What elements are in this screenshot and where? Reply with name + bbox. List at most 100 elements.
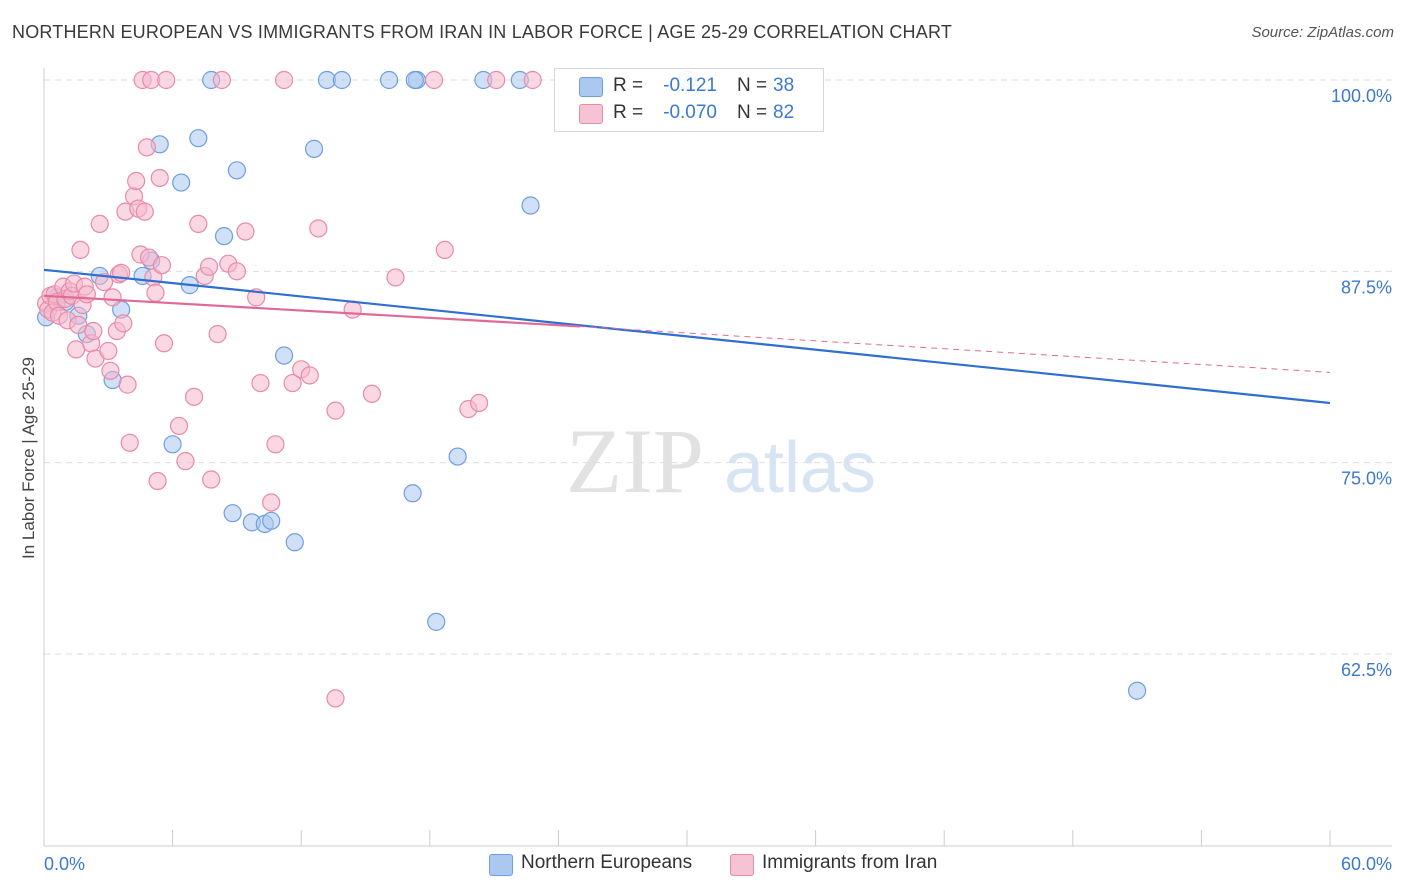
y-tick-label: 100.0% [1331,86,1392,106]
point-iran [283,373,302,393]
point-iran [150,168,169,188]
stats-r-label: R = [613,75,644,96]
label-layer: 62.5% 75.0% 87.5% 100.0% 0.0% 60.0% In Labor F… [19,86,1392,874]
point-iran [435,240,454,260]
point-northern-european [227,161,246,180]
point-iran [300,366,319,385]
x-tick-label: 60.0% [1341,854,1392,874]
point-iran [77,285,96,304]
point-iran [148,471,167,491]
point-iran [103,288,122,307]
stats-row-iran: R = -0.070 N = 82 [555,100,823,128]
point-northern-european [448,447,467,466]
point-iran [469,393,489,413]
point-iran [262,493,281,512]
blue-swatch [579,77,603,97]
legend-label: Northern Europeans [521,852,693,873]
stats-r-label: R = [613,102,644,123]
stats-n-label: N = [737,102,768,123]
axis-layer [43,68,1392,847]
point-iran [84,321,103,341]
chart-title: NORTHERN EUROPEAN VS IMMIGRANTS FROM IRA… [12,22,953,42]
stats-n-label: N = [737,75,768,96]
stats-r-value: -0.070 [663,102,717,123]
point-iran [236,222,255,241]
point-iran [251,373,270,393]
point-iran [127,171,146,191]
point-northern-european [285,533,304,552]
point-northern-european [172,173,191,192]
point-iran [309,219,328,238]
source-credit: Source: ZipAtlas.com [1251,24,1394,41]
points-layer [37,70,1147,708]
stats-row-northern-europeans: R = -0.121 N = 38 [555,73,823,101]
point-northern-european [427,612,446,631]
point-iran [118,375,137,394]
point-northern-european [521,196,540,215]
point-iran [154,334,174,353]
stats-n-value: 82 [773,102,795,123]
point-iran [169,416,189,436]
point-northern-european [405,70,424,90]
point-iran [266,435,285,454]
point-iran [523,70,542,90]
point-iran [152,256,171,275]
point-iran [189,214,208,233]
trend-layer [43,268,1331,405]
point-northern-european [379,70,399,90]
grid-layer [44,79,1392,655]
trend-line-northern-europeans [43,268,1331,405]
point-iran [343,300,362,319]
point-northern-european [163,435,182,454]
point-northern-european [274,346,294,365]
point-iran [157,70,176,90]
y-tick-label: 62.5% [1341,660,1392,680]
point-iran [71,240,90,260]
y-tick-label: 87.5% [1341,277,1392,297]
point-iran [135,202,154,221]
legend-label: Immigrants from Iran [762,852,938,873]
point-iran [326,401,345,420]
watermark-zip: ZIP [566,410,704,512]
point-iran [176,452,195,471]
point-iran [208,324,227,344]
watermark: ZIP atlas [566,410,876,512]
point-northern-european [332,70,352,90]
point-northern-european [403,484,422,503]
legend-blue-swatch [489,854,513,876]
point-iran [184,387,204,406]
legend-pink-swatch [730,854,754,876]
point-iran [487,70,506,90]
point-iran [120,433,139,452]
point-northern-european [223,504,242,523]
x-tick-label: 0.0% [44,854,85,874]
stats-r-value: -0.121 [663,75,717,96]
point-iran [274,70,294,90]
y-axis-label: In Labor Force | Age 25-29 [19,357,38,559]
point-iran [424,70,444,90]
point-iran [99,341,118,361]
point-iran [90,214,109,233]
trend-line-iran-extension [579,325,1331,373]
stats-n-value: 38 [773,75,795,96]
point-iran [362,384,382,403]
point-iran [146,283,165,302]
point-northern-european [304,139,324,158]
point-iran [114,314,133,333]
point-northern-european [262,511,281,530]
y-tick-label: 75.0% [1341,469,1392,489]
point-iran [386,268,405,287]
point-iran [227,262,246,281]
point-iran [137,138,156,157]
trend-line-iran [43,294,580,328]
stats-box: R = -0.121 N = 38 R = -0.070 N = 82 [554,68,824,132]
point-iran [212,70,231,90]
point-northern-european [189,129,208,148]
point-iran [326,689,345,708]
point-iran [202,470,221,489]
point-iran [199,257,219,276]
watermark-atlas: atlas [724,428,876,508]
point-iran [94,272,114,292]
point-iran [101,361,120,380]
